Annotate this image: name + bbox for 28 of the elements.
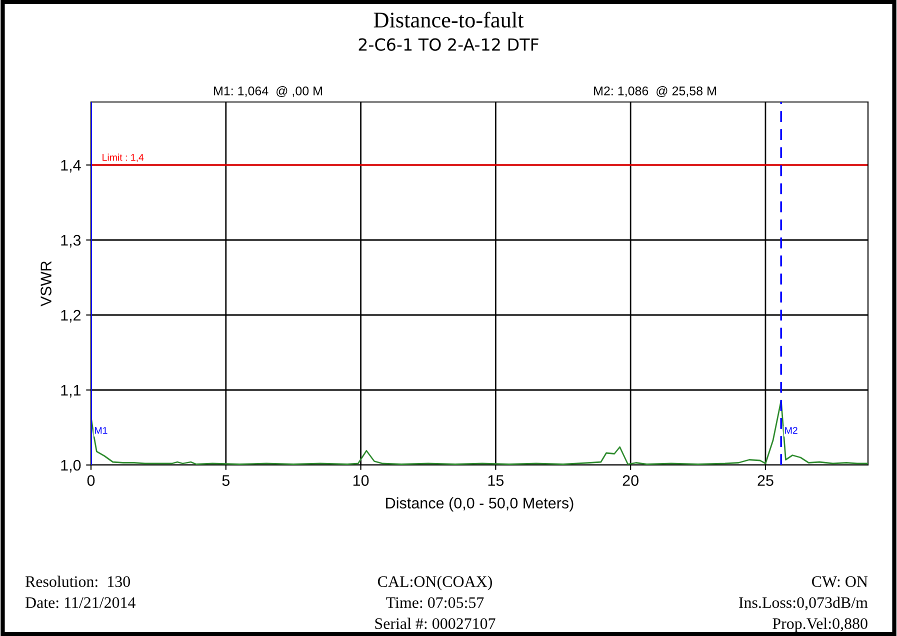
x-axis-title: Distance (0,0 - 50,0 Meters)	[386, 497, 574, 512]
y-tick-label: 1,0	[61, 460, 81, 472]
y-tick-label: 1,1	[61, 385, 81, 398]
text: CW: ON	[812, 576, 868, 588]
y-tick-label: 1,4	[61, 160, 81, 172]
chart-subtitle: 2-C6-1 TO 2-A-12 DTF	[358, 38, 538, 51]
y-tick-label: 1,3	[61, 234, 81, 248]
text: Serial #: 00027107	[375, 618, 496, 630]
x-tick-label: 0	[87, 475, 95, 486]
text: Time: 07:05:57	[386, 597, 484, 608]
chart-title: Distance-to-fault	[374, 12, 524, 28]
x-tick-label: 10	[353, 475, 369, 486]
text: Prop.Vel:0,880	[772, 618, 868, 632]
x-tick-label: 5	[222, 475, 230, 486]
ref-line-label: Limit : 1,4	[102, 154, 144, 162]
text: Resolution: 130	[25, 576, 130, 588]
x-tick-label: 25	[758, 475, 774, 486]
x-tick-label: 20	[622, 475, 638, 486]
text: M2: 1,086 @ 25,58 M	[594, 86, 716, 97]
y-tick-label: 1,2	[61, 310, 81, 322]
text: Date: 11/21/2014	[25, 597, 136, 608]
ref-line-label: M1	[95, 427, 108, 434]
ref-line-label: M2	[785, 426, 798, 434]
x-tick-label: 15	[488, 475, 504, 486]
text: M1: 1,064 @ ,00 M	[214, 86, 322, 97]
text: Ins.Loss:0,073dB/m	[739, 596, 868, 610]
y-axis-title: VSWR	[40, 261, 52, 306]
text: CAL:ON(COAX)	[378, 576, 492, 590]
